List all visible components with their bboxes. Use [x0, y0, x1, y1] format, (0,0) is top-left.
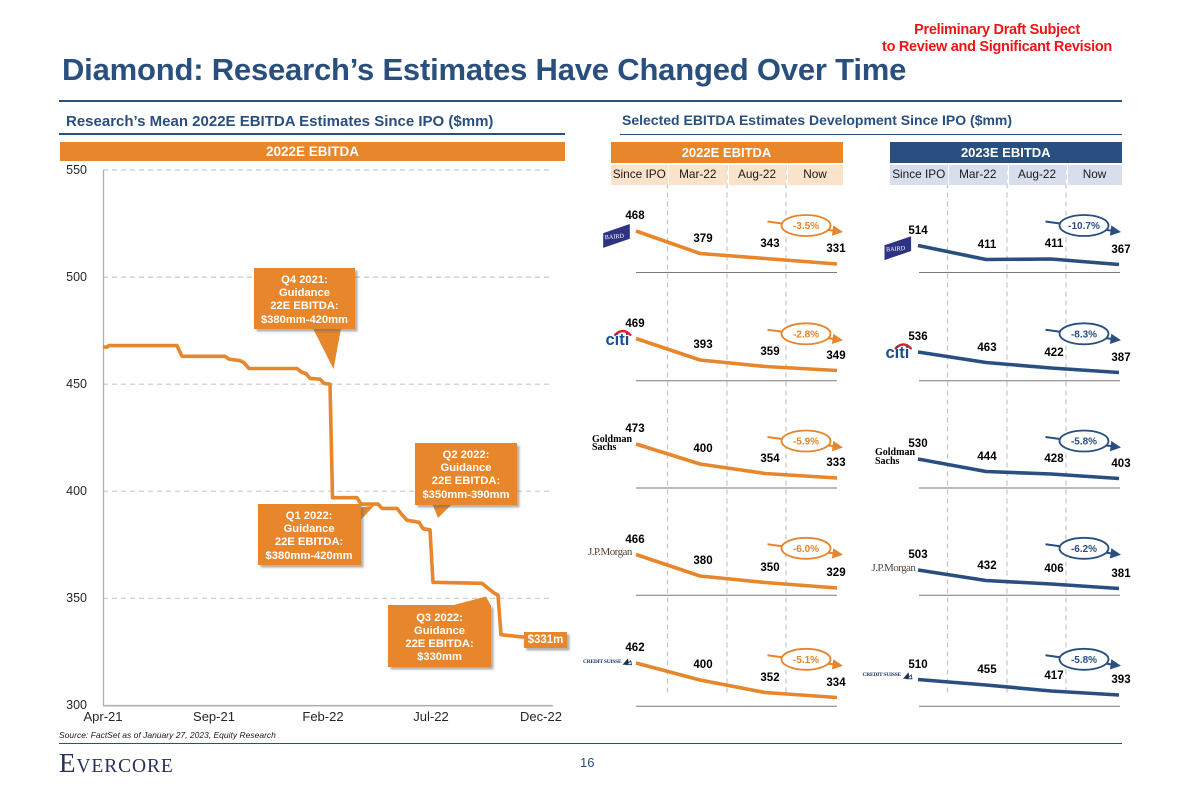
svg-text:-5.1%: -5.1%	[793, 655, 819, 666]
svg-text:-5.9%: -5.9%	[793, 437, 819, 448]
svg-text:-8.3%: -8.3%	[1071, 329, 1097, 340]
svg-text:-10.7%: -10.7%	[1068, 221, 1100, 232]
svg-text:-2.8%: -2.8%	[793, 329, 819, 340]
svg-text:-3.5%: -3.5%	[793, 221, 819, 232]
svg-text:-6.2%: -6.2%	[1071, 544, 1097, 555]
svg-text:-6.0%: -6.0%	[793, 544, 819, 555]
svg-text:BAIRD: BAIRD	[886, 245, 906, 254]
svg-text:-5.8%: -5.8%	[1071, 437, 1097, 448]
svg-text:-5.8%: -5.8%	[1071, 655, 1097, 666]
svg-text:BAIRD: BAIRD	[604, 233, 624, 242]
